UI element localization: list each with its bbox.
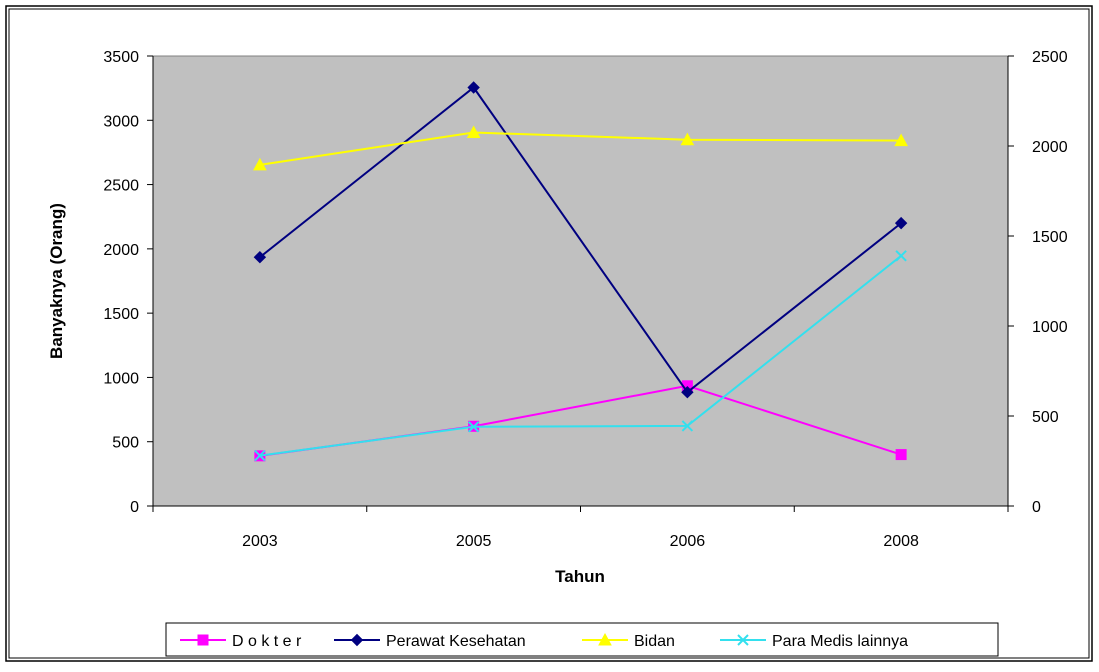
legend-label: Bidan xyxy=(634,633,675,650)
x-axis-title: Tahun xyxy=(555,567,605,586)
legend-label: Perawat Kesehatan xyxy=(386,633,526,650)
x-tick-label: 2005 xyxy=(456,533,492,550)
legend-marker xyxy=(598,632,612,646)
series-line xyxy=(259,131,902,166)
legend-marker xyxy=(350,633,364,647)
data-point xyxy=(253,157,267,171)
series-line xyxy=(259,86,902,394)
series-3 xyxy=(254,250,907,462)
series-2 xyxy=(253,125,908,171)
x-tick-label: 2008 xyxy=(883,533,919,550)
data-point xyxy=(254,449,266,462)
outer-frame-inner xyxy=(8,8,1090,659)
data-point xyxy=(680,132,695,146)
y-right-tick-label: 2500 xyxy=(1032,49,1068,66)
x-tick-label: 2006 xyxy=(670,533,706,550)
y-left-tick-label: 2000 xyxy=(103,242,139,259)
data-point xyxy=(467,81,480,94)
y-right-tick-label: 1000 xyxy=(1032,319,1068,336)
legend-label: D o k t e r xyxy=(232,633,302,650)
x-tick-label: 2003 xyxy=(242,533,278,550)
y-left-tick-label: 3500 xyxy=(103,49,139,66)
y-right-tick-label: 2000 xyxy=(1032,139,1068,156)
data-point xyxy=(894,133,908,147)
series-line xyxy=(259,255,902,457)
y-axis-title: Banyaknya (Orang) xyxy=(47,203,66,359)
data-point xyxy=(895,250,907,262)
y-left-tick-label: 0 xyxy=(130,499,139,516)
series-group xyxy=(253,81,908,462)
data-point xyxy=(466,125,481,138)
y-right-tick-label: 0 xyxy=(1032,499,1041,516)
data-point xyxy=(467,421,480,433)
data-point xyxy=(253,251,267,264)
data-point xyxy=(895,449,907,461)
data-point xyxy=(681,386,694,399)
series-1 xyxy=(253,81,908,399)
plot-area xyxy=(152,55,1009,507)
legend-marker xyxy=(197,634,209,646)
axes-group: 0 500 1000 1500 2000 2500 3000 3500 0 500 1000 1500… xyxy=(103,49,1067,550)
data-point xyxy=(681,420,694,432)
legend: D o k t e r Perawat Kesehatan Bidan Para Me… xyxy=(180,632,908,650)
y-left-tick-label: 500 xyxy=(112,435,139,452)
y-right-tick-label: 500 xyxy=(1032,409,1059,426)
y-left-tick-label: 3000 xyxy=(103,113,139,130)
legend-label: Para Medis lainnya xyxy=(772,633,908,650)
y-left-tick-label: 1000 xyxy=(103,370,139,387)
legend-marker xyxy=(737,634,749,646)
y-left-tick-label: 2500 xyxy=(103,178,139,195)
data-point xyxy=(894,216,908,230)
y-right-tick-label: 1500 xyxy=(1032,229,1068,246)
y-left-tick-label: 1500 xyxy=(103,306,139,323)
